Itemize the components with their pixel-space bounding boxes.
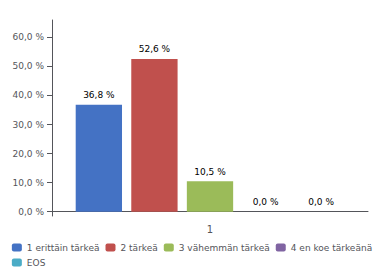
svg-text:30,0 %: 30,0 % — [13, 120, 45, 130]
svg-text:1 erittäin tärkeä: 1 erittäin tärkeä — [27, 243, 100, 253]
svg-text:10,5 %: 10,5 % — [194, 167, 226, 177]
svg-text:20,0 %: 20,0 % — [13, 149, 45, 159]
svg-text:52,6 %: 52,6 % — [139, 44, 171, 54]
svg-text:0,0 %: 0,0 % — [18, 207, 44, 217]
svg-text:EOS: EOS — [27, 258, 46, 268]
svg-text:0,0 %: 0,0 % — [253, 197, 279, 207]
svg-text:2 tärkeä: 2 tärkeä — [121, 243, 158, 253]
svg-text:36,8 %: 36,8 % — [83, 90, 115, 100]
svg-text:1: 1 — [207, 224, 213, 235]
svg-text:60,0 %: 60,0 % — [13, 32, 45, 42]
svg-text:40,0 %: 40,0 % — [13, 90, 45, 100]
svg-text:10,0 %: 10,0 % — [13, 178, 45, 188]
svg-text:4 en koe tärkeänä: 4 en koe tärkeänä — [291, 243, 372, 253]
svg-text:3 vähemmän tärkeä: 3 vähemmän tärkeä — [179, 243, 270, 253]
svg-text:50,0 %: 50,0 % — [13, 61, 45, 71]
svg-text:0,0 %: 0,0 % — [308, 197, 334, 207]
